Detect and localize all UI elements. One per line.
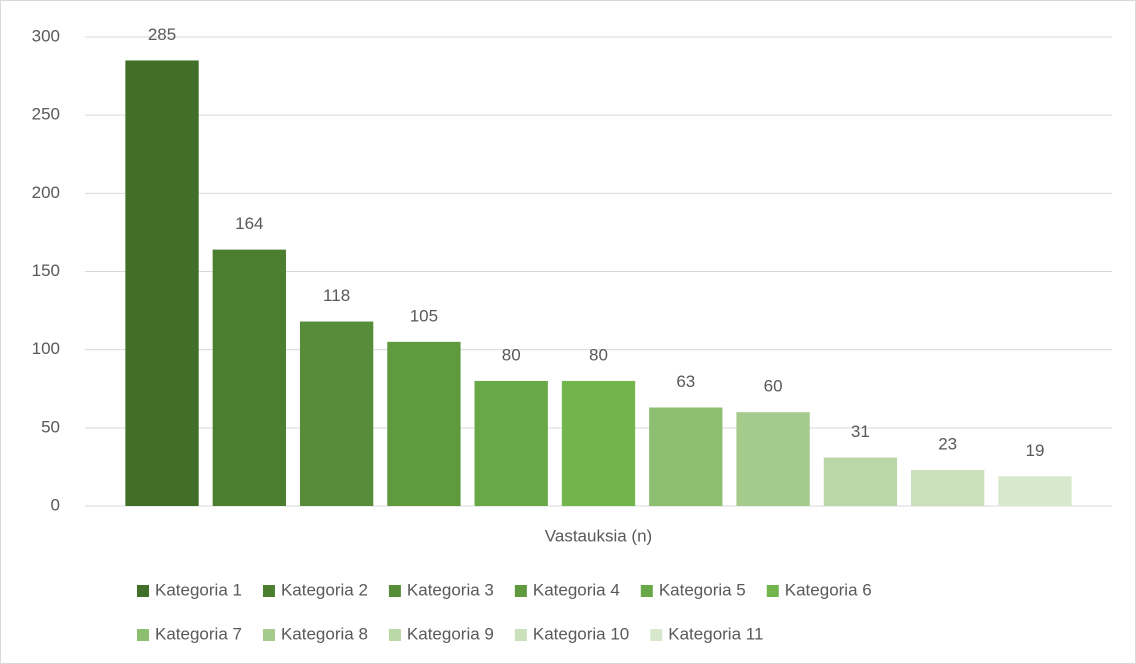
legend-swatch <box>388 629 401 641</box>
legend-swatch <box>514 629 527 641</box>
y-tick-label: 300 <box>32 26 60 45</box>
legend-label: Kategoria 3 <box>407 580 494 599</box>
legend-label: Kategoria 6 <box>785 580 872 599</box>
legend-swatch <box>766 585 779 597</box>
legend-label: Kategoria 8 <box>281 624 368 643</box>
bar <box>649 407 723 506</box>
data-label: 105 <box>410 306 438 325</box>
bar <box>212 249 286 506</box>
legend-swatch <box>640 585 653 597</box>
legend-swatch <box>137 585 149 597</box>
data-label: 285 <box>148 25 176 44</box>
legend-swatch <box>514 585 527 597</box>
data-label: 164 <box>235 214 263 233</box>
bar <box>387 341 461 506</box>
legend-swatch <box>137 629 149 641</box>
bar <box>736 412 810 506</box>
legend-label: Kategoria 10 <box>533 624 629 643</box>
bar <box>474 380 548 506</box>
bar <box>299 321 374 506</box>
legend-label: Kategoria 5 <box>659 580 746 599</box>
data-label: 31 <box>851 422 870 441</box>
y-tick-label: 150 <box>32 261 60 280</box>
legend-label: Kategoria 11 <box>668 624 763 643</box>
data-label: 19 <box>1026 441 1045 460</box>
legend-label: Kategoria 4 <box>533 580 620 599</box>
y-tick-label: 50 <box>41 417 60 436</box>
data-label: 63 <box>676 372 695 391</box>
y-tick-label: 100 <box>32 339 60 358</box>
bar <box>911 470 985 506</box>
data-label: 118 <box>323 286 350 305</box>
legend-label: Kategoria 2 <box>281 580 368 599</box>
data-label: 23 <box>938 435 957 454</box>
legend-swatch <box>650 629 663 641</box>
legend-swatch <box>262 629 275 641</box>
data-label: 80 <box>589 345 608 364</box>
legend-label: Kategoria 7 <box>155 624 242 643</box>
y-tick-label: 250 <box>32 105 60 124</box>
legend-swatch <box>388 585 401 597</box>
legend-label: Kategoria 9 <box>407 624 494 643</box>
bar <box>823 457 898 506</box>
bar <box>561 380 636 506</box>
legend-label: Kategoria 1 <box>155 580 242 599</box>
data-label: 60 <box>764 377 783 396</box>
x-axis-label: Vastauksia (n) <box>545 526 652 545</box>
data-label: 80 <box>502 345 521 364</box>
bar <box>125 60 199 506</box>
legend-swatch <box>262 585 275 597</box>
y-tick-label: 200 <box>32 183 60 202</box>
y-tick-label: 0 <box>51 495 60 514</box>
bar <box>998 476 1072 506</box>
